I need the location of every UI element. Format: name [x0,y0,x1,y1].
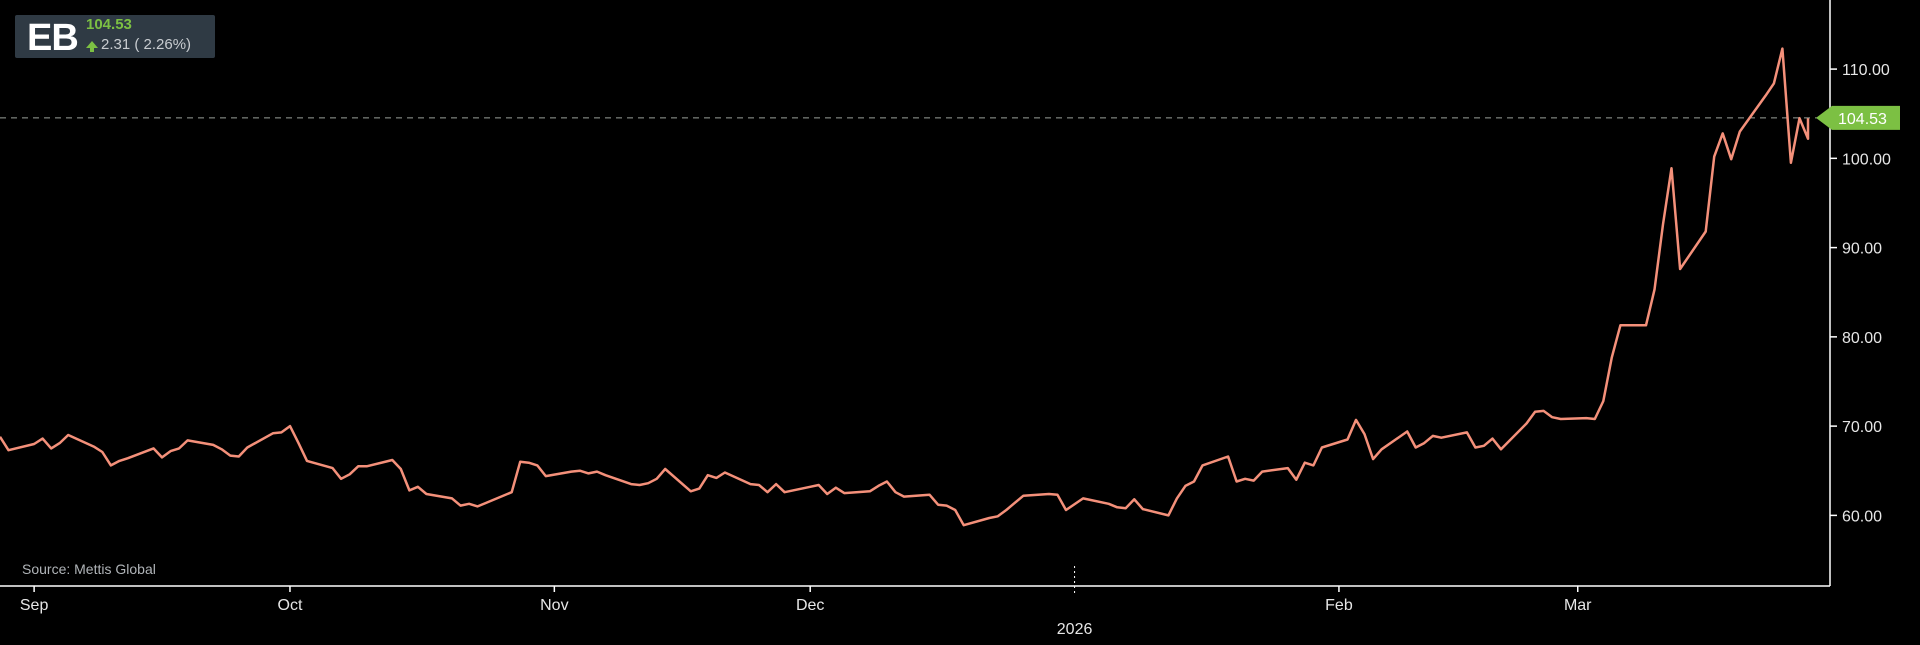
y-tick-label: 100.00 [1842,151,1891,168]
last-price-tag-label: 104.53 [1838,111,1887,128]
x-tick-label: Mar [1564,597,1592,614]
arrow-up-icon [86,41,98,52]
last-price-tag: 104.53 [1816,105,1900,130]
y-tick-label: 110.00 [1842,62,1890,79]
y-tick-label: 80.00 [1842,330,1882,347]
year-label: 2026 [1057,621,1093,638]
ticker-symbol: EB [27,17,79,59]
x-tick-label: Dec [796,597,824,614]
ticker-change-row: 2.31 ( 2.26%) [86,36,191,54]
y-axis-ticks: 60.00 70.00 80.00 90.00 100.00 110.00 [1830,62,1891,525]
ticker-change: 2.31 ( 2.26%) [101,36,192,53]
x-tick-label: Sep [20,597,49,614]
x-tick-label: Nov [540,597,568,614]
ticker-badge: EB 104.53 2.31 ( 2.26%) [15,15,215,58]
x-axis-ticks: Sep Oct Nov Dec 2026 Feb Mar [20,566,1592,638]
x-tick-label: Feb [1325,597,1353,614]
source-note: Source: Mettis Global [22,561,156,577]
last-price-tag-shape [1816,105,1900,130]
y-tick-label: 60.00 [1842,508,1882,525]
x-tick-label: Oct [278,597,303,614]
ticker-price: 104.53 [86,16,132,33]
y-tick-label: 70.00 [1842,419,1882,436]
y-tick-label: 90.00 [1842,241,1882,258]
series-line [0,47,1810,527]
